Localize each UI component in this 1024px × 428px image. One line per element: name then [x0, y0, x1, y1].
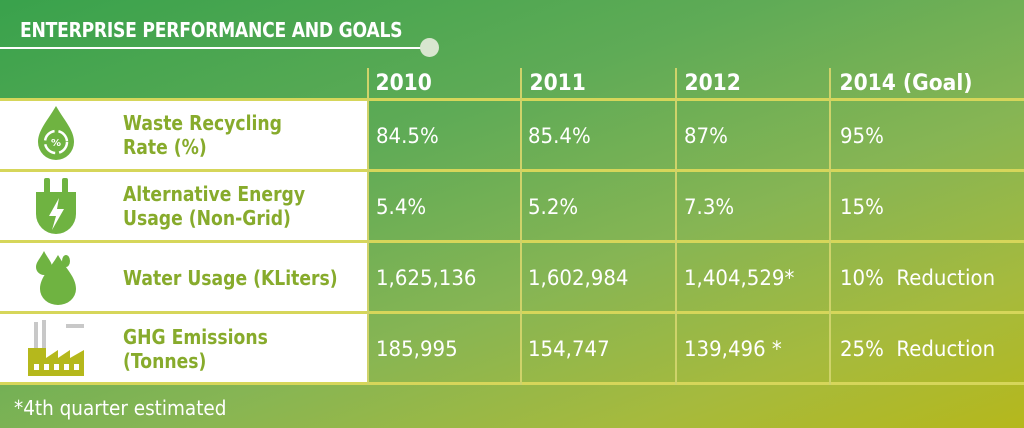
table-cell: 95%: [840, 124, 884, 148]
table-cell: 185,995: [376, 337, 458, 361]
grid-line: [0, 98, 1024, 101]
table-cell: 1,625,136: [376, 266, 477, 290]
column-header-2011: 2011: [529, 71, 586, 96]
row-label-waste-recycling: Waste Recycling Rate (%): [123, 111, 282, 159]
title-dot: [420, 38, 439, 57]
table-cell: 139,496 *: [684, 337, 782, 361]
factory-icon: [28, 320, 84, 376]
table-cell: 7.3%: [684, 195, 735, 219]
grid-line: [367, 68, 369, 385]
title-underline: [0, 47, 432, 49]
table-cell: 87%: [684, 124, 728, 148]
column-header-2010: 2010: [375, 71, 432, 96]
svg-text:%: %: [51, 138, 61, 149]
table-cell: 10% Reduction: [840, 266, 996, 290]
grid-line: [0, 169, 1024, 172]
table-cell: 5.4%: [376, 195, 427, 219]
grid-line: [0, 382, 1024, 385]
column-header-2012: 2012: [684, 71, 741, 96]
table-cell: 1,404,529*: [684, 266, 795, 290]
row-label-water-usage: Water Usage (KLiters): [123, 266, 338, 290]
row-label-ghg-emissions: GHG Emissions (Tonnes): [123, 325, 268, 373]
grid-line: [520, 68, 522, 385]
table-cell: 15%: [840, 195, 884, 219]
table-cell: 5.2%: [528, 195, 579, 219]
table-cell: 85.4%: [528, 124, 591, 148]
grid-line: [0, 311, 1024, 314]
grid-line: [829, 68, 831, 385]
water-drops-icon: [36, 251, 76, 305]
table-cell: 84.5%: [376, 124, 439, 148]
table-cell: 25% Reduction: [840, 337, 996, 361]
grid-line: [675, 68, 677, 385]
energy-plug-icon: [36, 178, 76, 234]
row-label-alternative-energy: Alternative Energy Usage (Non-Grid): [123, 182, 306, 230]
column-header-2014-goal: 2014 (Goal): [839, 71, 973, 96]
grid-line: [0, 240, 1024, 243]
table-cell: 1,602,984: [528, 266, 629, 290]
recycle-drop-icon: %: [38, 106, 74, 160]
page-title: ENTERPRISE PERFORMANCE AND GOALS: [20, 18, 403, 42]
table-cell: 154,747: [528, 337, 610, 361]
footnote: *4th quarter estimated: [14, 396, 227, 420]
